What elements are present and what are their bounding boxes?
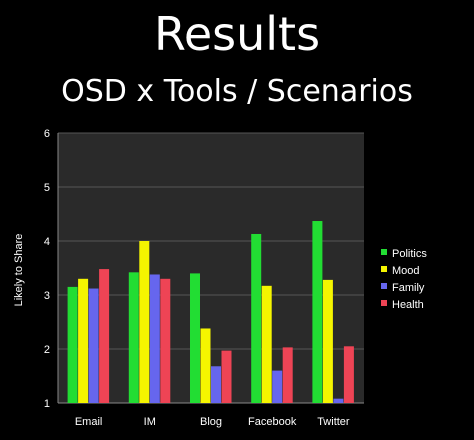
y-tick-label: 6 — [44, 128, 50, 140]
bar-mood — [139, 241, 150, 403]
legend-swatch — [381, 283, 387, 289]
y-tick-label: 4 — [44, 236, 50, 248]
y-tick-label: 1 — [44, 398, 50, 410]
legend-swatch — [381, 300, 387, 306]
bar-politics — [67, 286, 78, 403]
bar-health — [221, 350, 232, 403]
slide-subtitle: OSD x Tools / Scenarios — [61, 74, 413, 109]
y-tick-label: 5 — [44, 182, 50, 194]
bar-mood — [322, 279, 333, 403]
x-tick-label: Blog — [200, 416, 222, 428]
y-axis-label: Likely to Share — [13, 234, 25, 307]
bar-mood — [261, 285, 272, 403]
bar-health — [343, 346, 354, 403]
bar-health — [99, 269, 110, 403]
bar-family — [88, 288, 99, 403]
legend-label: Health — [392, 299, 424, 311]
bar-health — [160, 278, 171, 403]
x-tick-label: Email — [75, 416, 103, 428]
x-tick-label: Twitter — [317, 416, 350, 428]
bar-family — [272, 370, 283, 403]
bar-mood — [200, 328, 211, 403]
bar-family — [211, 366, 221, 403]
bar-politics — [251, 233, 262, 403]
bar-politics — [128, 272, 139, 403]
bar-family — [149, 274, 160, 403]
bar-health — [282, 347, 293, 403]
legend-swatch — [381, 249, 387, 255]
bar-politics — [190, 273, 200, 403]
y-tick-label: 2 — [44, 344, 50, 356]
legend-label: Politics — [392, 248, 427, 260]
x-tick-label: IM — [144, 416, 156, 428]
x-tick-label: Facebook — [248, 416, 297, 428]
legend-swatch — [381, 266, 387, 272]
legend-label: Mood — [392, 265, 420, 277]
bar-politics — [312, 221, 323, 403]
bar-mood — [78, 278, 89, 403]
bar-family — [333, 398, 344, 403]
legend-label: Family — [392, 282, 425, 294]
y-tick-label: 3 — [44, 290, 50, 302]
slide-title: Results — [153, 7, 321, 61]
